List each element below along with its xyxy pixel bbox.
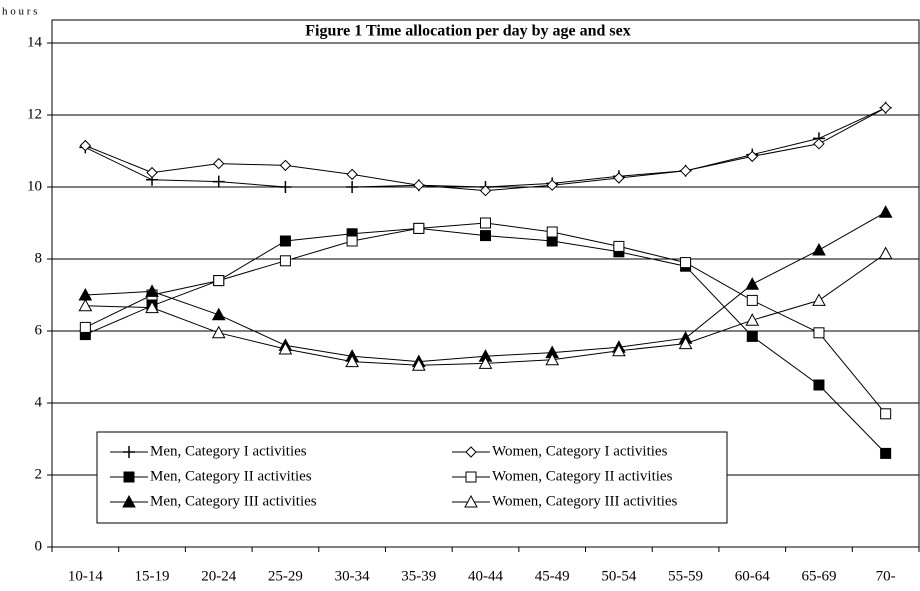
- marker: [745, 277, 760, 290]
- marker: [211, 307, 226, 321]
- marker: [346, 168, 358, 181]
- marker: [679, 165, 692, 177]
- marker: [878, 205, 893, 218]
- series-line: [85, 107, 886, 188]
- marker: [411, 358, 426, 371]
- marker: [145, 300, 159, 314]
- marker: [279, 181, 292, 193]
- marker: [279, 235, 291, 247]
- marker: [479, 184, 492, 197]
- x-tick-label: 20-24: [201, 568, 236, 584]
- marker: [813, 379, 825, 391]
- y-tick-label: 14: [27, 34, 43, 50]
- marker: [678, 336, 693, 350]
- chart-title: Figure 1 Time allocation per day by age …: [305, 23, 631, 40]
- legend-box: [96, 431, 728, 524]
- marker: [812, 293, 826, 306]
- marker: [413, 179, 425, 191]
- marker: [278, 341, 293, 355]
- marker: [212, 175, 225, 188]
- y-tick-label: 4: [35, 394, 43, 410]
- marker: [612, 343, 626, 357]
- x-tick-label: 25-29: [268, 568, 303, 584]
- marker: [79, 139, 92, 152]
- x-tick-label: 45-49: [535, 568, 570, 584]
- legend-label: Men, Category I activities: [150, 443, 307, 459]
- marker: [480, 217, 491, 229]
- series-line: [85, 227, 887, 454]
- marker: [145, 284, 159, 297]
- marker: [279, 159, 292, 172]
- marker: [123, 471, 135, 483]
- y-tick-label: 10: [27, 178, 42, 194]
- y-axis-label: h o u r s: [2, 6, 37, 18]
- legend-label: Men, Category III activities: [150, 493, 317, 509]
- y-tick-label: 6: [35, 322, 43, 338]
- marker: [680, 257, 692, 269]
- marker: [813, 138, 825, 150]
- legend-label: Men, Category II activities: [150, 468, 312, 484]
- marker: [213, 275, 225, 287]
- x-tick-label: 55-59: [668, 568, 703, 584]
- marker: [123, 446, 135, 458]
- x-tick-label: 15-19: [135, 568, 170, 584]
- marker: [345, 354, 359, 368]
- marker: [146, 166, 158, 179]
- marker: [546, 226, 558, 238]
- series-line: [85, 107, 886, 192]
- y-tick-label: 2: [35, 466, 43, 482]
- series-line: [85, 253, 886, 366]
- marker: [480, 230, 491, 242]
- marker: [78, 298, 93, 312]
- marker: [613, 240, 625, 252]
- x-tick-label: 40-44: [468, 568, 503, 584]
- marker: [745, 313, 760, 326]
- marker: [880, 408, 892, 420]
- marker: [878, 246, 893, 260]
- legend-label: Women, Category II activities: [492, 468, 673, 484]
- marker: [122, 494, 136, 508]
- y-tick-label: 12: [27, 106, 42, 122]
- legend: Men, Category I activities Women, Categor…: [96, 431, 728, 524]
- marker: [346, 235, 358, 247]
- marker: [545, 352, 560, 366]
- marker: [879, 102, 892, 114]
- marker: [880, 447, 892, 459]
- marker: [413, 222, 425, 234]
- marker: [613, 172, 625, 184]
- marker: [346, 181, 359, 193]
- x-tick-label: 30-34: [335, 568, 370, 584]
- marker: [746, 150, 758, 163]
- marker: [478, 356, 493, 369]
- marker: [464, 494, 478, 508]
- x-tick-label: 60-64: [735, 568, 770, 584]
- marker: [746, 330, 758, 342]
- marker: [213, 157, 225, 170]
- marker: [546, 179, 558, 191]
- y-tick-label: 8: [35, 250, 43, 266]
- series-line: [85, 222, 887, 415]
- x-tick-label: 70-: [876, 568, 896, 584]
- legend-label: Women, Category III activities: [492, 493, 678, 509]
- marker: [813, 327, 825, 339]
- marker: [812, 242, 826, 256]
- marker: [465, 446, 477, 458]
- x-tick-label: 65-69: [801, 568, 836, 584]
- legend-label: Women, Category I activities: [492, 443, 668, 459]
- marker: [279, 255, 291, 267]
- marker: [746, 294, 758, 306]
- x-tick-label: 50-54: [601, 568, 636, 584]
- marker: [465, 471, 477, 483]
- marker: [211, 325, 226, 339]
- marker: [79, 321, 91, 333]
- y-tick-label: 0: [35, 538, 43, 554]
- x-tick-label: 10-14: [68, 568, 103, 584]
- x-tick-label: 35-39: [401, 568, 436, 584]
